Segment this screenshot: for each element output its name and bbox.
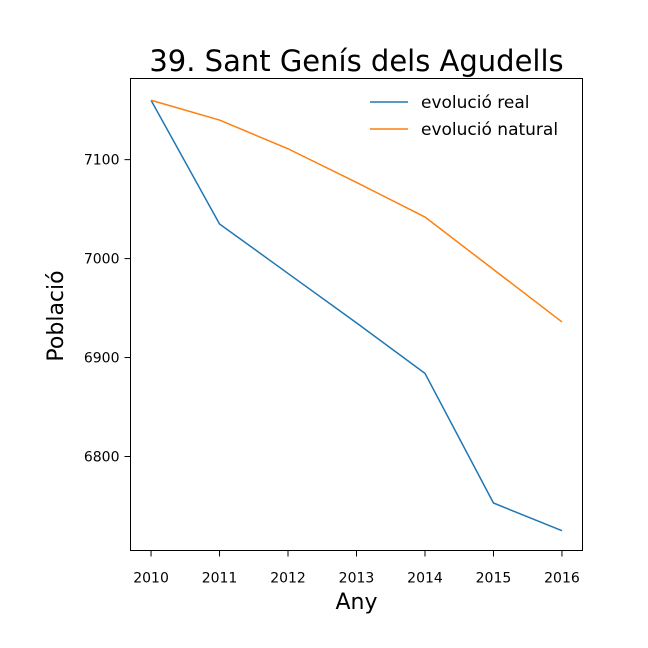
x-tick-label: 2012 [270,571,306,587]
legend-label-0: evolució real [421,93,530,113]
series-line-1 [150,99,563,323]
y-tick-label: 7100 [84,153,120,169]
legend-label-1: evolució natural [421,120,558,140]
y-tick-label: 6800 [84,449,120,465]
y-axis: 6800 6900 7000 7100 [84,153,131,465]
x-tick-label: 2010 [133,571,169,587]
series-lines [150,99,563,532]
y-axis-label: Població [44,270,69,361]
x-tick-label: 2016 [544,571,580,587]
x-tick-label: 2014 [407,571,443,587]
legend: evolució real evolució natural [370,93,558,140]
x-axis-label: Any [335,590,377,615]
x-tick-label: 2013 [339,571,375,587]
y-tick-label: 7000 [84,252,120,268]
chart-title: 39. Sant Genís dels Agudells [149,44,563,78]
plot-frame [130,78,583,551]
y-tick-label: 6900 [84,351,120,367]
series-line-0 [150,99,563,532]
x-axis: 2010 2011 2012 2013 2014 2015 2016 [133,550,580,587]
x-tick-label: 2015 [476,571,512,587]
x-tick-label: 2011 [202,571,238,587]
